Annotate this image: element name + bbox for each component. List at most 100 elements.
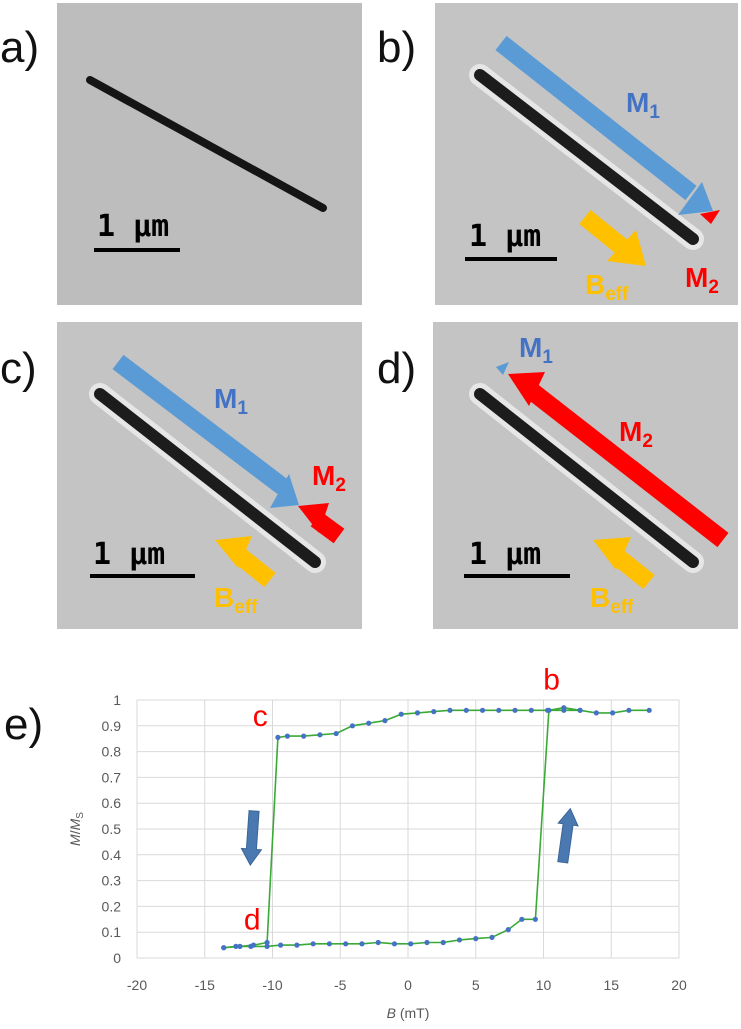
data-point <box>447 707 453 713</box>
scale-bar-a <box>94 248 180 252</box>
panel-label-a: a) <box>0 23 40 72</box>
data-point <box>359 941 365 947</box>
beff-arrow-head-b <box>607 230 646 266</box>
micrograph-b: M1 M2 Beff 1 μm <box>435 3 738 305</box>
y-tick-label: 0.8 <box>102 744 122 760</box>
m1-label-b: M1 <box>626 87 660 123</box>
x-tick-label: 0 <box>404 977 412 993</box>
hysteresis-chart: 0 0.1 0.2 0.3 0.4 0.5 0.6 0.7 0.8 0.9 1 -20 -15 -10 -5… <box>0 660 741 1024</box>
y-tick-label: 0 <box>113 950 121 966</box>
y-tick-label: 0.7 <box>102 769 122 785</box>
data-point <box>343 941 349 947</box>
scale-bar-label-c: 1 μm <box>93 537 166 572</box>
m2-arrow-head-d <box>508 372 545 406</box>
scale-bar-label-a: 1 μm <box>97 209 170 244</box>
y-tick-label: 0.1 <box>102 924 122 940</box>
m2-label-d: M2 <box>619 416 653 452</box>
nanowire-a <box>86 76 327 212</box>
data-point <box>519 916 525 922</box>
data-point <box>301 733 307 739</box>
data-point <box>237 943 243 949</box>
m1-arrow-head-c <box>270 474 299 508</box>
micrograph-d: M1 M2 Beff 1 μm <box>433 322 738 629</box>
beff-label-b: Beff <box>585 269 629 305</box>
panel-label-b: b) <box>377 23 417 72</box>
m1-arrow-shaft <box>495 35 697 201</box>
m2-arrow-head-c <box>298 503 329 533</box>
data-point <box>221 945 227 951</box>
data-point <box>382 718 388 724</box>
m1-arrow-shaft-c <box>112 354 289 495</box>
arrow-up-icon <box>557 807 579 864</box>
nanowire-c <box>89 354 345 588</box>
arrow-down-icon <box>240 810 263 866</box>
m2-arrow-b <box>700 210 720 224</box>
nanowire-b <box>469 35 720 266</box>
y-tick-label: 1 <box>113 692 121 708</box>
data-point <box>326 941 333 947</box>
x-tick-label: -15 <box>195 977 215 993</box>
data-point <box>532 916 538 922</box>
data-point <box>577 707 583 713</box>
data-point <box>264 943 270 949</box>
y-tick-label: 0.9 <box>102 718 122 734</box>
data-point <box>398 711 404 717</box>
y-axis-label: M/MS <box>67 812 86 846</box>
data-point <box>278 942 284 948</box>
annotation-d: d <box>244 904 261 937</box>
x-tick-label: 20 <box>671 977 687 993</box>
data-point <box>414 710 421 716</box>
panel-label-e: e) <box>4 700 44 749</box>
x-tick-label: 5 <box>472 977 480 993</box>
m1-arrow-d <box>496 362 509 375</box>
data-point <box>284 733 291 739</box>
annotation-c: c <box>253 700 268 733</box>
data-point <box>546 707 552 713</box>
data-point <box>391 941 398 947</box>
data-point <box>440 939 446 946</box>
scale-bar-c <box>90 574 195 578</box>
data-point <box>366 720 372 726</box>
beff-arrow-shaft-b <box>579 210 628 254</box>
data-point <box>496 707 502 713</box>
data-point <box>561 705 567 711</box>
m2-arrow-shaft-d <box>527 384 729 548</box>
y-tick-label: 0.5 <box>102 821 122 837</box>
beff-arrow-head-d <box>593 537 631 570</box>
x-tick-label: -20 <box>127 977 147 993</box>
y-tick-label: 0.4 <box>102 847 122 863</box>
data-point <box>610 710 616 716</box>
data-point <box>463 707 469 713</box>
data-point <box>489 934 495 940</box>
data-point <box>248 943 254 949</box>
x-tick-label: 10 <box>536 977 552 993</box>
m1-label-c: M1 <box>214 383 248 419</box>
data-point <box>375 939 381 946</box>
beff-label-c: Beff <box>214 582 258 618</box>
scale-bar-d <box>464 574 570 578</box>
data-point <box>333 730 339 737</box>
data-point <box>294 942 300 948</box>
x-tick-label: -10 <box>262 977 282 993</box>
data-point <box>528 707 534 713</box>
scale-bar-label-d: 1 μm <box>469 537 542 572</box>
data-point <box>456 937 463 943</box>
data-point <box>349 723 356 729</box>
data-point <box>424 939 430 946</box>
m2-label-c: M2 <box>312 460 346 496</box>
x-tick-label: -5 <box>334 977 347 993</box>
scale-bar-label-b: 1 μm <box>469 219 542 254</box>
scale-bar-b <box>465 257 557 261</box>
y-tick-label: 0.6 <box>102 795 122 811</box>
micrograph-c: M1 M2 Beff 1 μm <box>57 322 362 629</box>
annotation-b: b <box>543 664 560 697</box>
micrograph-a: 1 μm <box>57 3 362 305</box>
data-point <box>512 707 518 713</box>
hysteresis-chart-svg: 0 0.1 0.2 0.3 0.4 0.5 0.6 0.7 0.8 0.9 1 -20 -15 -10 -5… <box>67 664 687 1021</box>
nanowire-d <box>469 362 729 590</box>
data-point <box>317 732 323 738</box>
m1-arrow-head <box>678 182 713 215</box>
data-point <box>431 709 437 715</box>
panel-label-d: d) <box>377 344 417 393</box>
beff-arrow-head-c <box>215 536 252 568</box>
